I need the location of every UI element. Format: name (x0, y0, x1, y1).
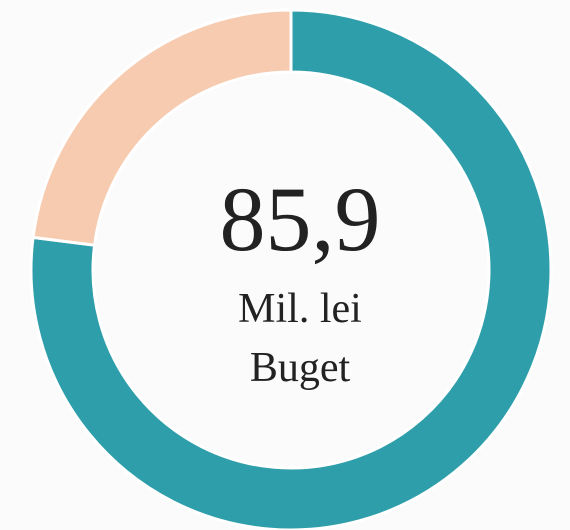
donut-segment (29, 8, 553, 530)
donut-segment (31, 8, 293, 247)
center-unit: Mil. lei (238, 286, 362, 332)
center-caption: Buget (250, 345, 351, 391)
donut (29, 8, 553, 530)
center-value: 85,9 (220, 168, 381, 270)
